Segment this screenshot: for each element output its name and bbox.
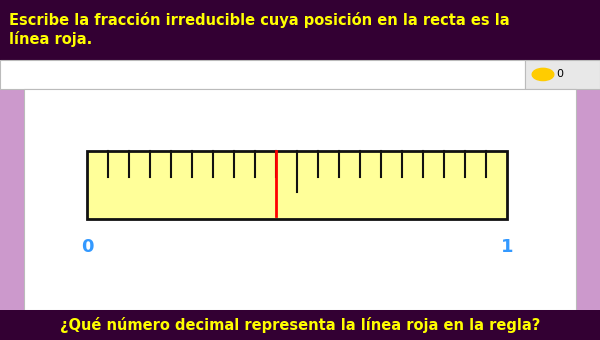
Text: 1: 1 xyxy=(501,238,513,256)
Text: Escribe la fracción irreducible cuya posición en la recta es la
línea roja.: Escribe la fracción irreducible cuya pos… xyxy=(9,13,509,47)
FancyBboxPatch shape xyxy=(87,151,507,219)
FancyBboxPatch shape xyxy=(0,0,600,59)
Text: 0: 0 xyxy=(556,69,563,80)
FancyBboxPatch shape xyxy=(525,59,600,89)
FancyBboxPatch shape xyxy=(24,89,576,310)
Text: ¿Qué número decimal representa la línea roja en la regla?: ¿Qué número decimal representa la línea … xyxy=(60,317,540,333)
Circle shape xyxy=(532,68,554,81)
FancyBboxPatch shape xyxy=(0,310,600,340)
Text: 0: 0 xyxy=(81,238,93,256)
FancyBboxPatch shape xyxy=(0,59,525,89)
